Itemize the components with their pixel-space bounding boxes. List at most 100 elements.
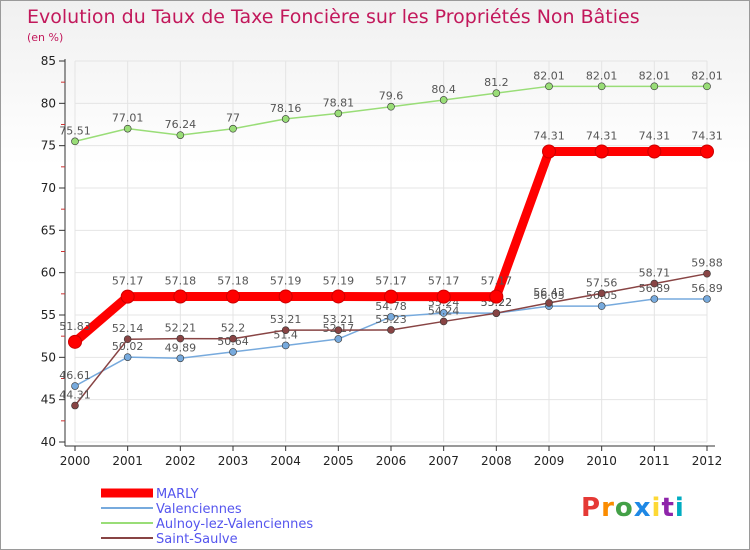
data-label: 78.16 [270, 102, 302, 115]
data-label: 78.81 [323, 96, 355, 109]
data-point [123, 124, 132, 133]
x-tick-label: 2002 [165, 454, 196, 468]
data-label: 58.71 [639, 267, 671, 280]
data-label: 81.2 [484, 76, 509, 89]
x-tick-label: 2007 [428, 454, 459, 468]
x-tick-label: 2001 [112, 454, 143, 468]
data-label: 57.17 [481, 275, 513, 288]
data-point [229, 124, 237, 133]
data-point [334, 326, 343, 334]
x-tick-label: 2000 [60, 454, 91, 468]
data-point [597, 302, 606, 310]
data-point [436, 289, 451, 304]
y-tick-label: 50 [41, 350, 56, 364]
legend-entry: Aulnoy-lez-Valenciennes [156, 517, 313, 532]
data-point [71, 401, 79, 410]
data-point [492, 89, 501, 97]
y-tick-label: 80 [41, 96, 56, 110]
x-tick-label: 2008 [481, 454, 512, 468]
data-label: 46.61 [59, 369, 91, 382]
data-label: 53.21 [270, 313, 302, 326]
data-label: 57.56 [586, 276, 618, 289]
data-point [71, 137, 79, 146]
data-label: 59.88 [691, 257, 723, 270]
data-point [387, 313, 395, 321]
data-point [334, 109, 343, 118]
x-tick-label: 2012 [692, 454, 723, 468]
data-point [229, 348, 237, 356]
data-point [281, 326, 290, 334]
data-point [176, 334, 185, 343]
data-label: 57.17 [428, 275, 460, 288]
x-tick-label: 2009 [534, 454, 565, 468]
data-point [229, 334, 237, 343]
data-point [650, 295, 659, 303]
data-point [703, 269, 711, 278]
data-point [173, 289, 188, 304]
data-point [439, 317, 448, 326]
data-point [489, 289, 504, 304]
y-tick-label: 45 [41, 393, 56, 407]
data-label: 74.31 [691, 130, 723, 143]
data-label: 52.14 [112, 322, 144, 335]
x-tick-label: 2003 [218, 454, 249, 468]
data-point [650, 279, 659, 288]
data-label: 57.18 [217, 275, 249, 288]
data-point [597, 82, 606, 91]
data-label: 44.31 [59, 389, 91, 402]
data-point [545, 299, 553, 307]
data-point [650, 82, 659, 91]
y-tick-label: 75 [41, 139, 56, 153]
data-label: 77 [226, 112, 240, 125]
data-label: 57.17 [375, 275, 407, 288]
proxiti-logo: Proxiti [581, 493, 685, 523]
data-point [703, 82, 711, 91]
data-label: 57.17 [112, 275, 144, 288]
data-label: 56.43 [533, 286, 565, 299]
data-label: 82.01 [586, 69, 618, 82]
data-point [226, 289, 240, 304]
data-point [176, 354, 185, 363]
data-label: 49.89 [165, 341, 197, 354]
logo-letter: P [581, 493, 602, 523]
data-point [334, 335, 343, 343]
data-label: 76.24 [165, 118, 197, 131]
data-label: 82.01 [691, 69, 723, 82]
data-point [387, 326, 395, 334]
data-label: 56.05 [533, 289, 565, 302]
data-point [647, 144, 662, 159]
x-tick-label: 2011 [639, 454, 670, 468]
x-tick-label: 2010 [586, 454, 617, 468]
data-label: 74.31 [533, 130, 565, 143]
logo-letter: x [633, 493, 652, 523]
data-point [71, 382, 79, 390]
data-point [68, 334, 82, 349]
data-label: 74.31 [586, 130, 618, 143]
x-tick-label: 2004 [270, 454, 301, 468]
data-point [281, 341, 290, 350]
data-point [439, 309, 448, 317]
data-point [545, 82, 553, 91]
x-tick-label: 2006 [376, 454, 407, 468]
y-tick-label: 55 [41, 308, 56, 322]
data-label: 54.24 [428, 304, 460, 317]
y-tick-label: 85 [41, 54, 56, 68]
data-point [123, 335, 132, 344]
data-label: 74.31 [639, 130, 671, 143]
data-point [278, 289, 293, 304]
data-point [123, 353, 132, 361]
data-label: 77.01 [112, 112, 144, 125]
data-label: 52.2 [221, 322, 246, 335]
data-label: 79.6 [379, 90, 404, 103]
data-point [542, 144, 556, 159]
logo-letter: o [614, 493, 634, 523]
y-tick-label: 40 [41, 435, 56, 449]
data-label: 53.23 [375, 313, 407, 326]
x-tick-label: 2005 [323, 454, 354, 468]
data-point [594, 144, 609, 159]
legend-entry: Saint-Saulve [156, 532, 238, 547]
logo-letter: t [661, 493, 675, 523]
y-tick-label: 65 [41, 223, 56, 237]
